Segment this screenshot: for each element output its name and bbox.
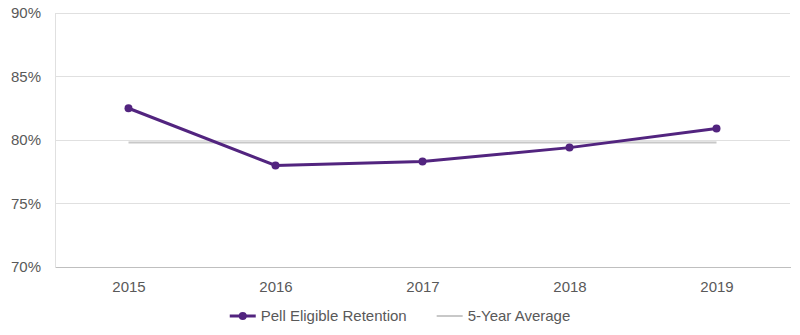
series-marker bbox=[125, 104, 133, 112]
series-marker bbox=[566, 144, 574, 152]
x-tick: 2016 bbox=[259, 267, 292, 295]
series-line bbox=[129, 108, 717, 165]
x-tick: 2017 bbox=[406, 267, 439, 295]
grid-line bbox=[55, 13, 790, 14]
x-tick-label: 2015 bbox=[112, 278, 145, 295]
x-tick-label: 2016 bbox=[259, 278, 292, 295]
grid-line bbox=[55, 140, 790, 141]
plot-area bbox=[125, 104, 721, 169]
legend-label: 5-Year Average bbox=[468, 307, 571, 324]
legend-item: 5-Year Average bbox=[437, 307, 571, 324]
x-tick-label: 2017 bbox=[406, 278, 439, 295]
grid bbox=[55, 13, 790, 267]
series-marker bbox=[272, 161, 280, 169]
x-tick-label: 2019 bbox=[700, 278, 733, 295]
x-tick-label: 2018 bbox=[553, 278, 586, 295]
y-tick-label: 70% bbox=[11, 258, 41, 275]
y-tick: 70% bbox=[11, 258, 55, 275]
y-tick: 90% bbox=[11, 4, 55, 21]
legend-marker bbox=[239, 312, 247, 320]
series-marker bbox=[713, 125, 721, 133]
x-tick: 2015 bbox=[112, 267, 145, 295]
grid-line bbox=[55, 267, 790, 268]
grid-line bbox=[55, 203, 790, 204]
grid-line bbox=[55, 76, 790, 77]
y-tick-label: 75% bbox=[11, 195, 41, 212]
x-axis: 2015 2016 2017 2018 2019 bbox=[56, 267, 791, 295]
y-axis-line bbox=[55, 14, 56, 268]
x-tick: 2019 bbox=[700, 267, 733, 295]
y-tick: 85% bbox=[11, 68, 55, 85]
legend-swatch bbox=[437, 315, 463, 317]
y-axis: 70% 75% 80% 85% 90% bbox=[11, 4, 56, 275]
x-tick: 2018 bbox=[553, 267, 586, 295]
chart: 70% 75% 80% 85% 90% 2015 2016 2017 2018 2019 Pell … bbox=[0, 0, 800, 335]
legend-item: Pell Eligible Retention bbox=[230, 307, 407, 324]
y-tick: 80% bbox=[11, 131, 55, 148]
y-tick-label: 90% bbox=[11, 4, 41, 21]
y-tick-label: 80% bbox=[11, 131, 41, 148]
x-axis-line bbox=[56, 267, 791, 268]
series-marker bbox=[419, 158, 427, 166]
legend: Pell Eligible Retention 5-Year Average bbox=[230, 307, 571, 324]
y-tick-label: 85% bbox=[11, 68, 41, 85]
legend-label: Pell Eligible Retention bbox=[261, 307, 407, 324]
y-tick: 75% bbox=[11, 195, 55, 212]
